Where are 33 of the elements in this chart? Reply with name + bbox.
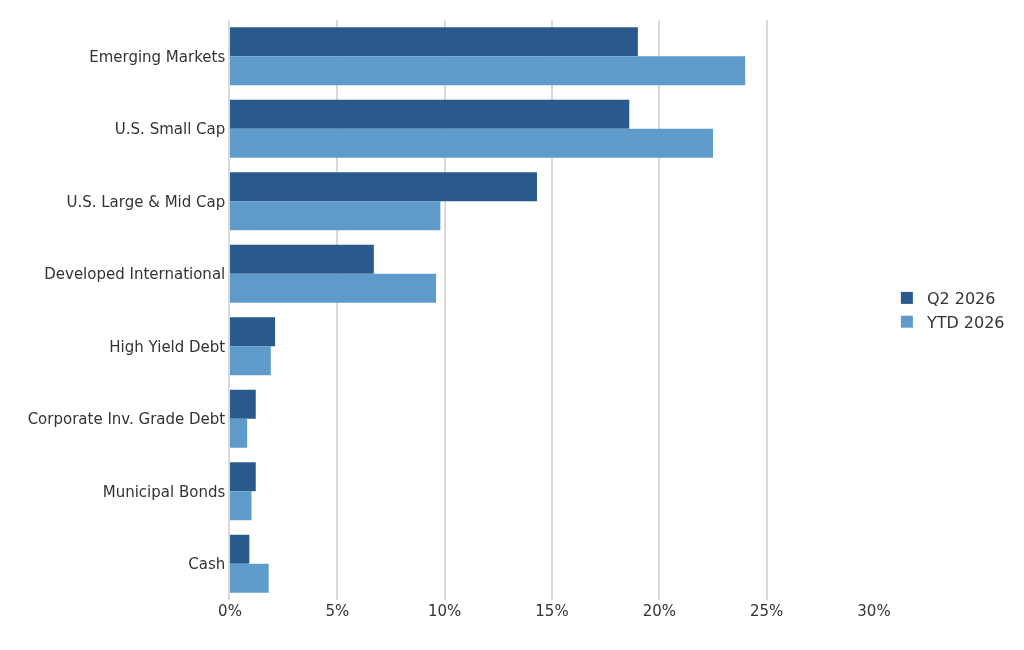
bar	[230, 346, 271, 376]
bar	[230, 172, 537, 202]
bar	[230, 563, 269, 593]
bar	[230, 418, 248, 448]
x-tick-label: 0%	[218, 602, 242, 620]
bar	[230, 201, 441, 231]
x-tick-label: 25%	[750, 602, 784, 620]
legend-label: YTD 2026	[925, 312, 1005, 332]
bar	[230, 244, 374, 274]
bar	[230, 389, 256, 419]
y-tick-label: U.S. Large & Mid Cap	[66, 192, 226, 211]
x-tick-label: 5%	[325, 602, 350, 620]
x-tick-label: 10%	[428, 602, 462, 620]
bar	[230, 534, 250, 564]
y-tick-label: Developed International	[44, 265, 226, 283]
bar	[230, 273, 437, 303]
y-tick-label: Cash	[188, 555, 226, 573]
y-tick-label: U.S. Small Cap	[114, 120, 226, 138]
legend-label: Q2 2026	[926, 289, 996, 309]
y-tick-label: Municipal Bonds	[102, 482, 226, 501]
bar	[230, 128, 713, 158]
y-tick-label: High Yield Debt	[109, 337, 226, 356]
bar	[230, 317, 276, 347]
bar	[230, 99, 630, 129]
y-tick-label: Corporate Inv. Grade Debt	[27, 410, 226, 428]
x-tick-label: 30%	[857, 602, 891, 620]
bar	[230, 56, 746, 86]
bar	[230, 27, 638, 57]
bar	[230, 462, 256, 492]
y-tick-label: Emerging Markets	[89, 47, 226, 66]
x-tick-label: 20%	[642, 602, 676, 620]
x-tick-label: 15%	[535, 602, 569, 620]
bar	[230, 491, 252, 521]
